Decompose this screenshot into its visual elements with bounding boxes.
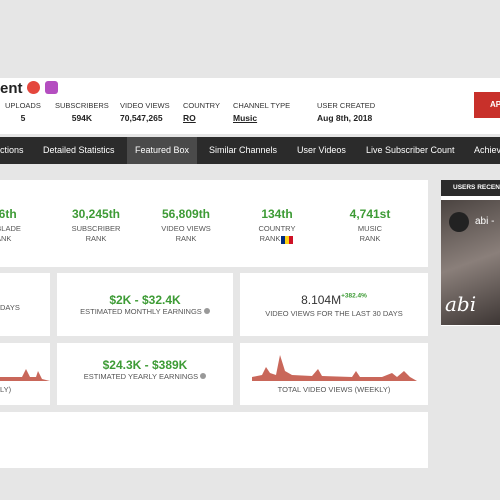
stat-label: VIDEO VIEWS [120, 101, 170, 110]
card-label: DAYS [0, 303, 20, 312]
header [0, 78, 500, 134]
nav-item[interactable]: Similar Channels [209, 145, 278, 155]
badge-icon [27, 81, 40, 94]
stat-value: Aug 8th, 2018 [317, 113, 373, 123]
stat-label: COUNTRY [183, 101, 220, 110]
badge-icon [45, 81, 58, 94]
nav-item[interactable]: Detailed Statistics [43, 145, 115, 155]
card-label: LY) [0, 385, 12, 394]
stat-label: USER CREATED [317, 101, 376, 110]
button[interactable]: AP [474, 92, 500, 118]
rank-sub: RANK [359, 234, 381, 243]
card: $24.3K - $389K ESTIMATED YEARLY EARNINGS [57, 343, 233, 405]
card: DAYS [0, 273, 50, 336]
sidebar-title: USERS RECEN [441, 180, 500, 196]
stat: USER CREATED Aug 8th, 2018 [317, 99, 375, 125]
stat-label: SUBSCRIBERS [55, 101, 109, 110]
rank-value: 56,809th [161, 207, 211, 221]
card-label-text: ESTIMATED YEARLY EARNINGS [83, 372, 199, 381]
card: $2K - $32.4K ESTIMATED MONTHLY EARNINGS [57, 273, 233, 336]
stat-value[interactable]: Music [233, 113, 258, 123]
rank-card [0, 180, 428, 267]
card [0, 412, 428, 468]
nav-item[interactable]: Featured Box [127, 137, 198, 164]
rank-sub: RANK [175, 234, 197, 243]
sparkline [252, 355, 417, 381]
stat: CHANNEL TYPE Music [233, 99, 290, 125]
rank-label: VIDEO VIEWS [161, 224, 211, 233]
card-value: $2K - $32.4K [109, 293, 181, 307]
nav-bar [0, 137, 500, 164]
stat-label: CHANNEL TYPE [233, 101, 291, 110]
card-label: VIDEO VIEWS FOR THE LAST 30 DAYS [265, 309, 403, 318]
stat-value[interactable]: RO [183, 113, 196, 123]
rank-value: 134th [261, 207, 293, 221]
stat-value: 5 [20, 113, 26, 123]
thumbnail[interactable]: abi - abi [441, 200, 500, 325]
card-label-text: ESTIMATED MONTHLY EARNINGS [80, 307, 202, 316]
rank-value: 30,245th [71, 207, 121, 221]
rank: 56,809th VIDEO VIEWS RANK [141, 207, 231, 244]
stat-label: UPLOADS [5, 101, 41, 110]
card-value: 8.104M [301, 293, 342, 307]
channel-title: ent [0, 80, 23, 97]
rank-sub: RANK [0, 234, 12, 243]
sparkline [0, 369, 50, 381]
rank: 30,245th SUBSCRIBER RANK [51, 207, 141, 244]
card-label: ESTIMATED MONTHLY EARNINGS [57, 307, 233, 317]
rank-label: MUSIC [357, 224, 383, 233]
thumb-text: abi [445, 292, 477, 316]
rank: 134th COUNTRY RANK [232, 207, 322, 244]
rank-label: ALL BLADE [0, 224, 21, 233]
nav-item[interactable]: ctions [0, 145, 24, 155]
flag [281, 236, 293, 244]
rank: 4,741st MUSIC RANK [325, 207, 415, 244]
rank-label: SUBSCRIBER [71, 224, 121, 233]
stat-value: 70,547,265 [120, 113, 163, 123]
thumb-caption: abi - [475, 216, 495, 227]
rank-sub: RANK [259, 234, 281, 243]
nav-item[interactable]: Achiev [474, 145, 500, 155]
stat: UPLOADS 5 [5, 99, 41, 125]
card: 8.104M+382.4% VIDEO VIEWS FOR THE LAST 3… [240, 273, 428, 336]
rank-label: COUNTRY [258, 224, 296, 233]
avatar [449, 212, 469, 232]
change: +382.4% [341, 292, 367, 300]
rank-sub: RANK [85, 234, 107, 243]
help-icon [203, 308, 210, 314]
card-value: $24.3K - $389K [102, 358, 188, 372]
card-value-row: 8.104M+382.4% [240, 291, 428, 309]
card: LY) [0, 343, 50, 405]
rank-value: 4,741st [349, 207, 391, 221]
stat: VIDEO VIEWS 70,547,265 [120, 99, 170, 125]
stat-value: 594K [71, 113, 93, 123]
nav-item[interactable]: User Videos [297, 145, 346, 155]
stat: SUBSCRIBERS 594K [55, 99, 109, 125]
rank: 066th ALL BLADERANK [0, 207, 46, 244]
card-label: TOTAL VIDEO VIEWS (WEEKLY) [277, 385, 391, 394]
card: TOTAL VIDEO VIEWS (WEEKLY) [240, 343, 428, 405]
nav-item[interactable]: Live Subscriber Count [366, 145, 455, 155]
help-icon [200, 373, 207, 379]
card-label: ESTIMATED YEARLY EARNINGS [57, 372, 233, 382]
rank-value: 066th [0, 207, 17, 221]
stat: COUNTRY RO [183, 99, 220, 125]
